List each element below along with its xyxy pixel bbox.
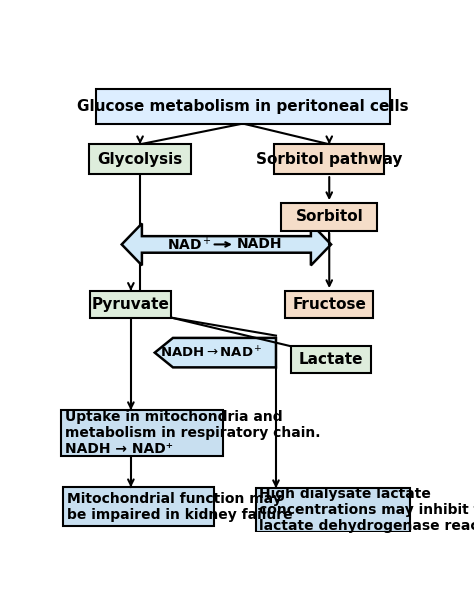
- Text: Glucose metabolism in peritoneal cells: Glucose metabolism in peritoneal cells: [77, 99, 409, 114]
- Text: NADH$\rightarrow$NAD$^+$: NADH$\rightarrow$NAD$^+$: [160, 345, 263, 360]
- FancyBboxPatch shape: [63, 487, 213, 526]
- FancyBboxPatch shape: [256, 488, 410, 532]
- Text: Pyruvate: Pyruvate: [92, 297, 170, 312]
- FancyBboxPatch shape: [89, 144, 191, 174]
- Text: Glycolysis: Glycolysis: [98, 152, 182, 167]
- FancyBboxPatch shape: [291, 346, 372, 373]
- FancyBboxPatch shape: [282, 203, 377, 231]
- Text: Mitochondrial function may
be impaired in kidney failure: Mitochondrial function may be impaired i…: [66, 492, 292, 522]
- Text: High dialysate lactate
concentrations may inhibit the
lactate dehydrogenase reac: High dialysate lactate concentrations ma…: [259, 487, 474, 533]
- Text: NADH: NADH: [237, 237, 282, 251]
- Text: Uptake in mitochondria and
metabolism in respiratory chain.
NADH → NAD⁺: Uptake in mitochondria and metabolism in…: [65, 410, 320, 456]
- FancyBboxPatch shape: [96, 89, 390, 124]
- Text: Sorbitol pathway: Sorbitol pathway: [256, 152, 402, 167]
- Text: Fructose: Fructose: [292, 297, 366, 312]
- Text: Sorbitol: Sorbitol: [295, 209, 363, 224]
- FancyBboxPatch shape: [274, 144, 384, 174]
- Polygon shape: [155, 338, 276, 367]
- Text: NAD$^+$: NAD$^+$: [167, 236, 212, 253]
- FancyBboxPatch shape: [285, 291, 374, 318]
- Text: Lactate: Lactate: [299, 352, 364, 367]
- FancyBboxPatch shape: [91, 291, 171, 318]
- FancyBboxPatch shape: [61, 410, 223, 456]
- Polygon shape: [122, 224, 331, 266]
